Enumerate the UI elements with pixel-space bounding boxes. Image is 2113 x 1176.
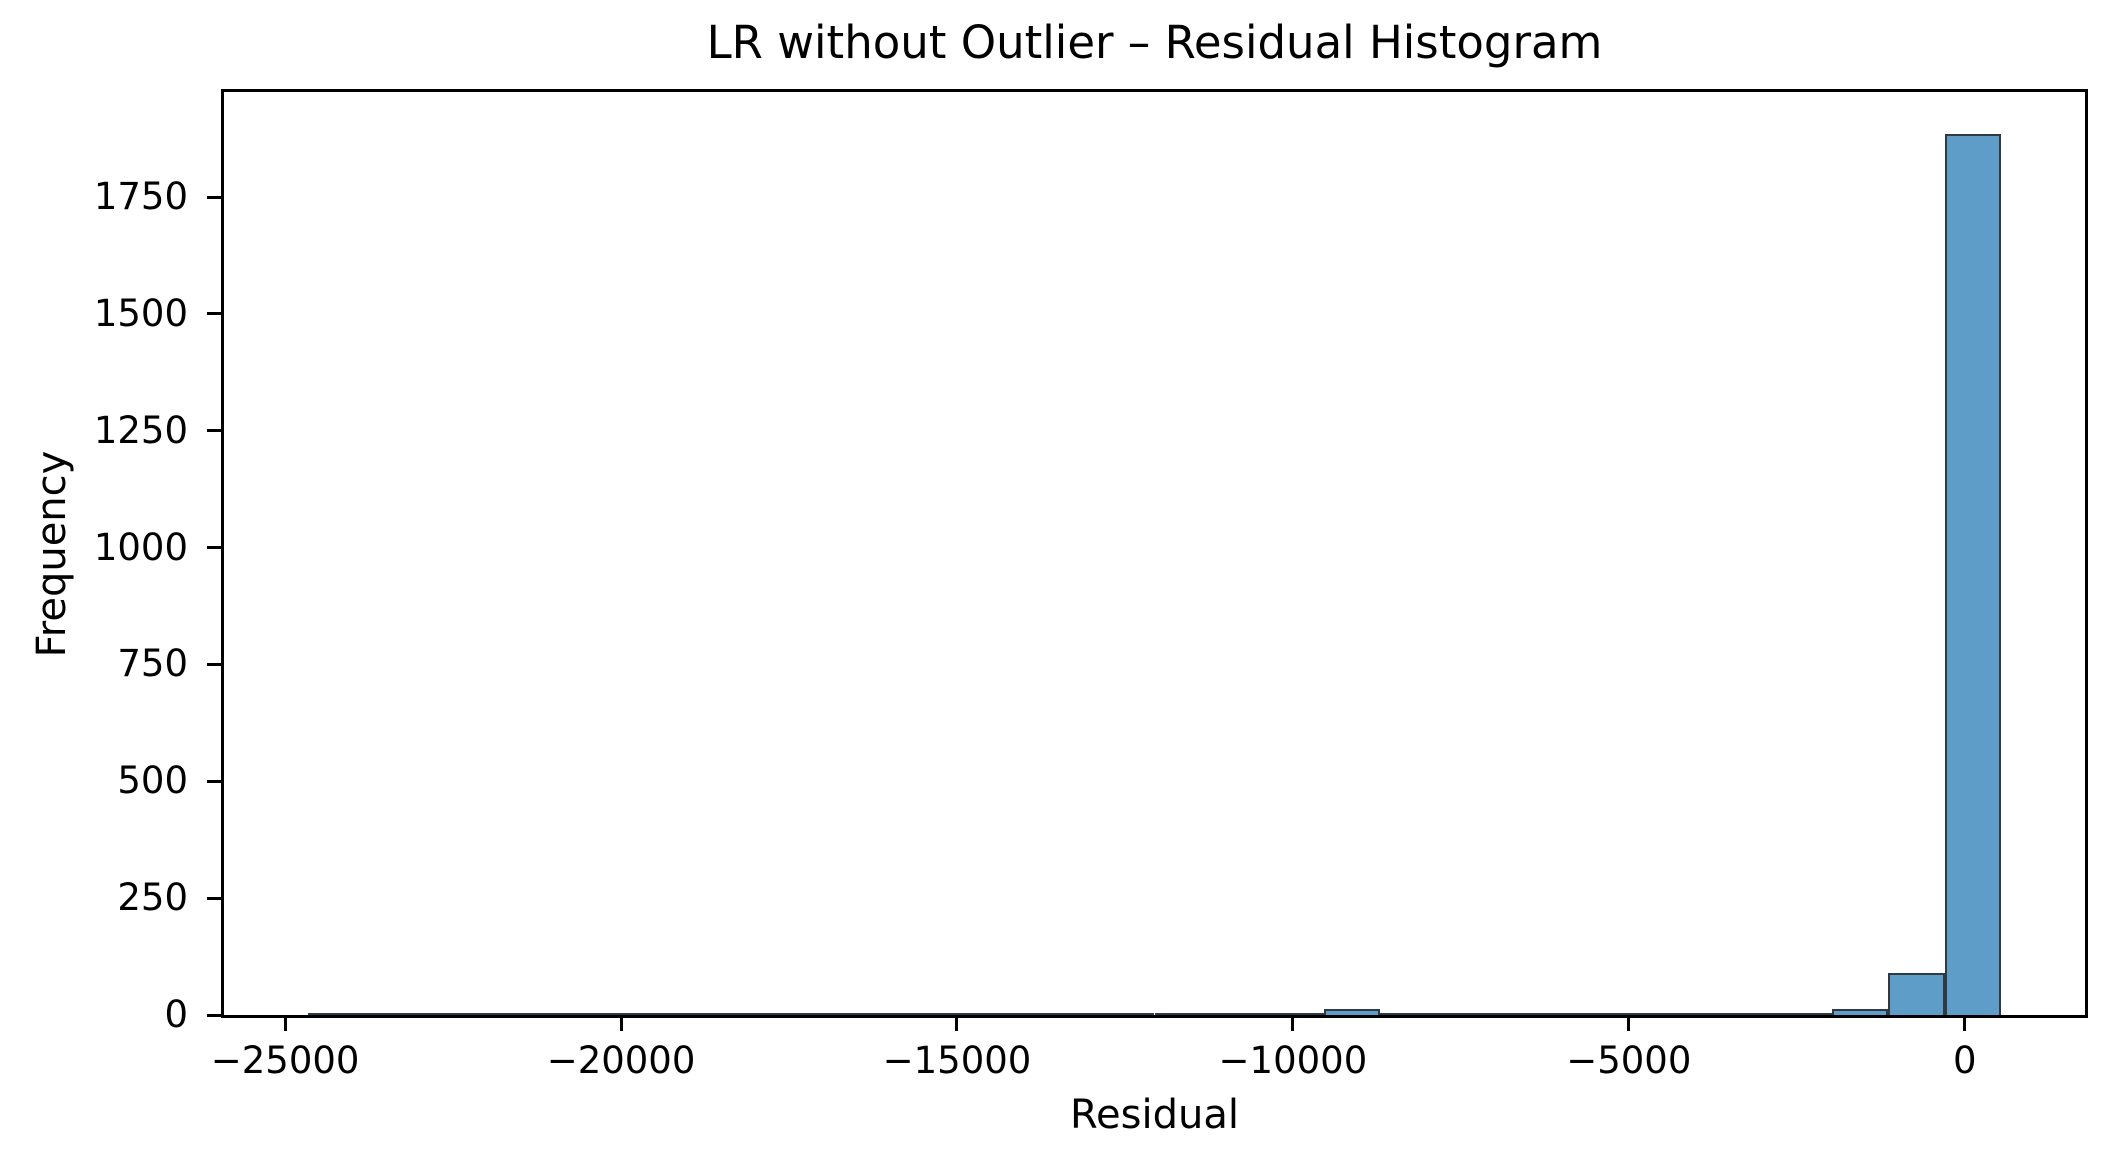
histogram-bar [872,1013,929,1015]
y-tick-label: 500 [117,759,188,803]
y-tick-mark [207,896,221,900]
y-tick-label: 1250 [93,408,188,452]
y-tick-mark [207,662,221,666]
histogram-bar [477,1013,534,1015]
x-tick-mark [283,1018,287,1031]
histogram-bar [1323,1009,1381,1015]
y-tick-mark [207,546,221,550]
y-tick-label: 250 [117,876,188,920]
histogram-bar [1041,1013,1099,1015]
histogram-bar [1718,1013,1776,1015]
histogram-bar [1098,1013,1155,1015]
histogram-bar [533,1013,591,1015]
x-tick-label: −15000 [882,1039,1032,1082]
x-tick-label: −5000 [1566,1039,1692,1082]
histogram-bar [590,1013,647,1015]
x-tick-label: 0 [1952,1039,1977,1082]
histogram-bar [364,1013,421,1015]
histogram-bar [646,1013,703,1015]
y-tick-label: 1000 [93,525,188,569]
histogram-bar [1380,1013,1437,1015]
histogram-bar [1888,972,1945,1015]
histogram-bar [1210,1013,1268,1015]
x-tick-mark [1291,1018,1295,1031]
histogram-bar [1154,1013,1211,1015]
y-tick-mark [207,779,221,783]
histogram-bar [1267,1013,1324,1015]
histogram-bars [224,92,2085,1015]
y-tick-mark [207,312,221,316]
plot-area: LR without Outlier – Residual Histogram … [29,16,2088,1138]
histogram-bar [1944,134,2001,1015]
histogram-bar [1775,1012,1832,1015]
axis-ticks: −25000 −20000 −15000 −10000 −5000 0 0 250 500 750… [94,92,2085,1082]
histogram-bar [1493,1013,1550,1015]
x-tick-mark [1627,1018,1631,1031]
histogram-bar [1662,1013,1719,1015]
histogram-bar [420,1013,478,1015]
x-tick-label: −25000 [210,1039,360,1082]
y-tick-label: 0 [164,993,188,1036]
histogram-bar [985,1013,1042,1015]
y-tick-mark [207,195,221,199]
y-tick-label: 750 [117,642,188,686]
histogram-bar [703,1013,760,1015]
x-axis-label: Residual [1070,1092,1239,1138]
y-tick-mark [207,1013,221,1017]
y-tick-mark [207,429,221,433]
x-tick-mark [619,1018,623,1031]
histogram-bar [307,1013,365,1015]
histogram-bar [1436,1013,1494,1015]
y-axis-label: Frequency [29,450,75,657]
y-tick-label: 1500 [93,291,188,335]
histogram-bar [759,1013,816,1015]
x-tick-mark [1963,1018,1967,1031]
x-tick-label: −10000 [1218,1039,1368,1082]
histogram-bar [815,1013,873,1015]
x-tick-label: −20000 [546,1039,696,1082]
x-tick-mark [955,1018,959,1031]
chart-title: LR without Outlier – Residual Histogram [706,16,1603,69]
histogram-bar [1605,1013,1663,1015]
histogram-bar [1549,1013,1606,1015]
histogram-bar [928,1013,986,1015]
y-tick-label: 1750 [93,175,188,219]
histogram-bar [1831,1009,1889,1015]
